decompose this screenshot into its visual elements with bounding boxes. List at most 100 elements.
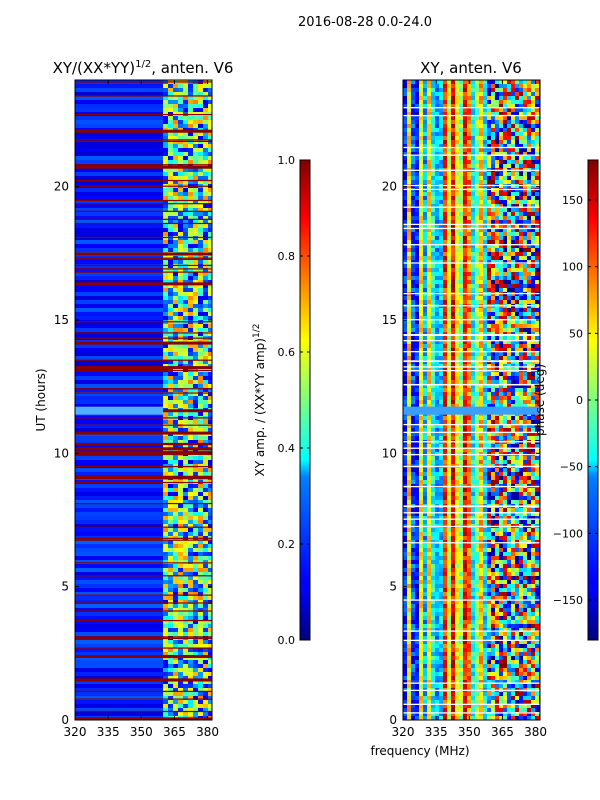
left-heatmap-cell [193, 472, 198, 476]
left-heatmap-cell [178, 672, 183, 676]
right-heatmap-cell [443, 104, 448, 108]
right-heatmap-cell [467, 236, 472, 240]
right-heatmap-cell [531, 272, 536, 276]
right-heatmap-cell [515, 216, 520, 220]
right-heatmap-cell [531, 316, 536, 320]
right-heatmap-cell [519, 160, 524, 164]
right-heatmap-cell [475, 216, 480, 220]
left-heatmap-cell [183, 168, 188, 172]
left-heatmap-cell [183, 460, 188, 464]
left-heatmap-cell [75, 132, 163, 136]
right-heatmap-cell [423, 252, 428, 256]
right-heatmap-cell [531, 356, 536, 360]
right-heatmap-cell [443, 436, 448, 440]
right-heatmap-cell [511, 260, 516, 264]
right-heatmap-cell [403, 380, 408, 384]
left-heatmap-cell [183, 196, 188, 200]
left-heatmap-cell [163, 692, 168, 696]
right-heatmap-cell [423, 384, 428, 388]
right-heatmap-cell [483, 300, 488, 304]
right-heatmap-cell [443, 80, 448, 84]
left-heatmap-flag-line [75, 222, 212, 225]
right-heatmap-cell [511, 316, 516, 320]
left-heatmap-cell [183, 456, 188, 460]
right-heatmap-cell [407, 208, 412, 212]
right-heatmap-cell [503, 144, 508, 148]
right-heatmap-cell [459, 436, 464, 440]
left-heatmap-cell [178, 444, 183, 448]
right-heatmap-cell [427, 248, 432, 252]
right-heatmap-cell [483, 120, 488, 124]
right-heatmap-cell [495, 320, 500, 324]
right-heatmap-cell [487, 216, 492, 220]
right-heatmap-cell [527, 80, 532, 84]
right-heatmap-cell [463, 144, 468, 148]
right-heatmap-cell [431, 136, 436, 140]
right-heatmap-cell [523, 164, 528, 168]
left-heatmap-cell [183, 700, 188, 704]
right-heatmap-cell [531, 120, 536, 124]
right-heatmap-cell [431, 344, 436, 348]
right-heatmap-cell [423, 96, 428, 100]
right-heatmap-cell [431, 244, 436, 248]
right-heatmap-cell [443, 296, 448, 300]
left-heatmap-cell [198, 524, 203, 528]
right-heatmap-cell [491, 380, 496, 384]
left-heatmap-cell [168, 592, 173, 596]
right-heatmap-cell [495, 364, 500, 368]
left-heatmap-cell [75, 292, 163, 296]
left-heatmap-cell [163, 568, 168, 572]
right-heatmap-cell [475, 376, 480, 380]
right-heatmap-cell [483, 356, 488, 360]
right-heatmap-cell [535, 176, 540, 180]
left-heatmap-cell [168, 240, 173, 244]
right-heatmap-cell [515, 120, 520, 124]
right-heatmap-cell [439, 432, 444, 436]
right-heatmap-cell [467, 376, 472, 380]
right-heatmap-cell [419, 320, 424, 324]
left-heatmap-cell [208, 172, 212, 176]
right-heatmap-cell [499, 392, 504, 396]
right-heatmap-cell [523, 372, 528, 376]
right-heatmap-cell [431, 88, 436, 92]
right-heatmap-cell [411, 320, 416, 324]
right-heatmap-cell [435, 392, 440, 396]
right-heatmap-cell [515, 148, 520, 152]
right-heatmap-cell [439, 120, 444, 124]
right-heatmap-cell [455, 384, 460, 388]
right-heatmap-cell [451, 112, 456, 116]
right-heatmap-cell [451, 296, 456, 300]
left-heatmap-cell [198, 496, 203, 500]
right-heatmap-cell [423, 120, 428, 124]
right-heatmap-cell [419, 120, 424, 124]
right-heatmap-cell [507, 380, 512, 384]
right-heatmap-cell [515, 356, 520, 360]
right-heatmap-cell [531, 384, 536, 388]
right-heatmap-cell [507, 120, 512, 124]
right-heatmap-cell [511, 272, 516, 276]
right-heatmap-cell [447, 248, 452, 252]
left-heatmap-cell [178, 276, 183, 280]
left-heatmap-cell [188, 220, 193, 224]
right-heatmap-cell [531, 164, 536, 168]
right-heatmap-cell [503, 140, 508, 144]
right-heatmap-cell [523, 244, 528, 248]
right-heatmap-cell [427, 220, 432, 224]
left-heatmap-cell [173, 632, 178, 636]
left-heatmap-cell [163, 220, 168, 224]
right-heatmap-cell [515, 396, 520, 400]
right-heatmap-cell [511, 420, 516, 424]
right-heatmap-cell [499, 432, 504, 436]
left-heatmap-cell [188, 248, 193, 252]
right-heatmap-cell [491, 256, 496, 260]
left-heatmap-cell [163, 608, 168, 612]
right-heatmap-cell [419, 244, 424, 248]
right-heatmap-cell [531, 372, 536, 376]
left-heatmap-cell [75, 484, 163, 488]
left-heatmap-flag-line [75, 392, 212, 394]
right-heatmap-cell [523, 312, 528, 316]
left-heatmap-cell [178, 556, 183, 560]
left-heatmap-cell [168, 384, 173, 388]
right-heatmap-cell [463, 260, 468, 264]
right-heatmap-cell [523, 128, 528, 132]
